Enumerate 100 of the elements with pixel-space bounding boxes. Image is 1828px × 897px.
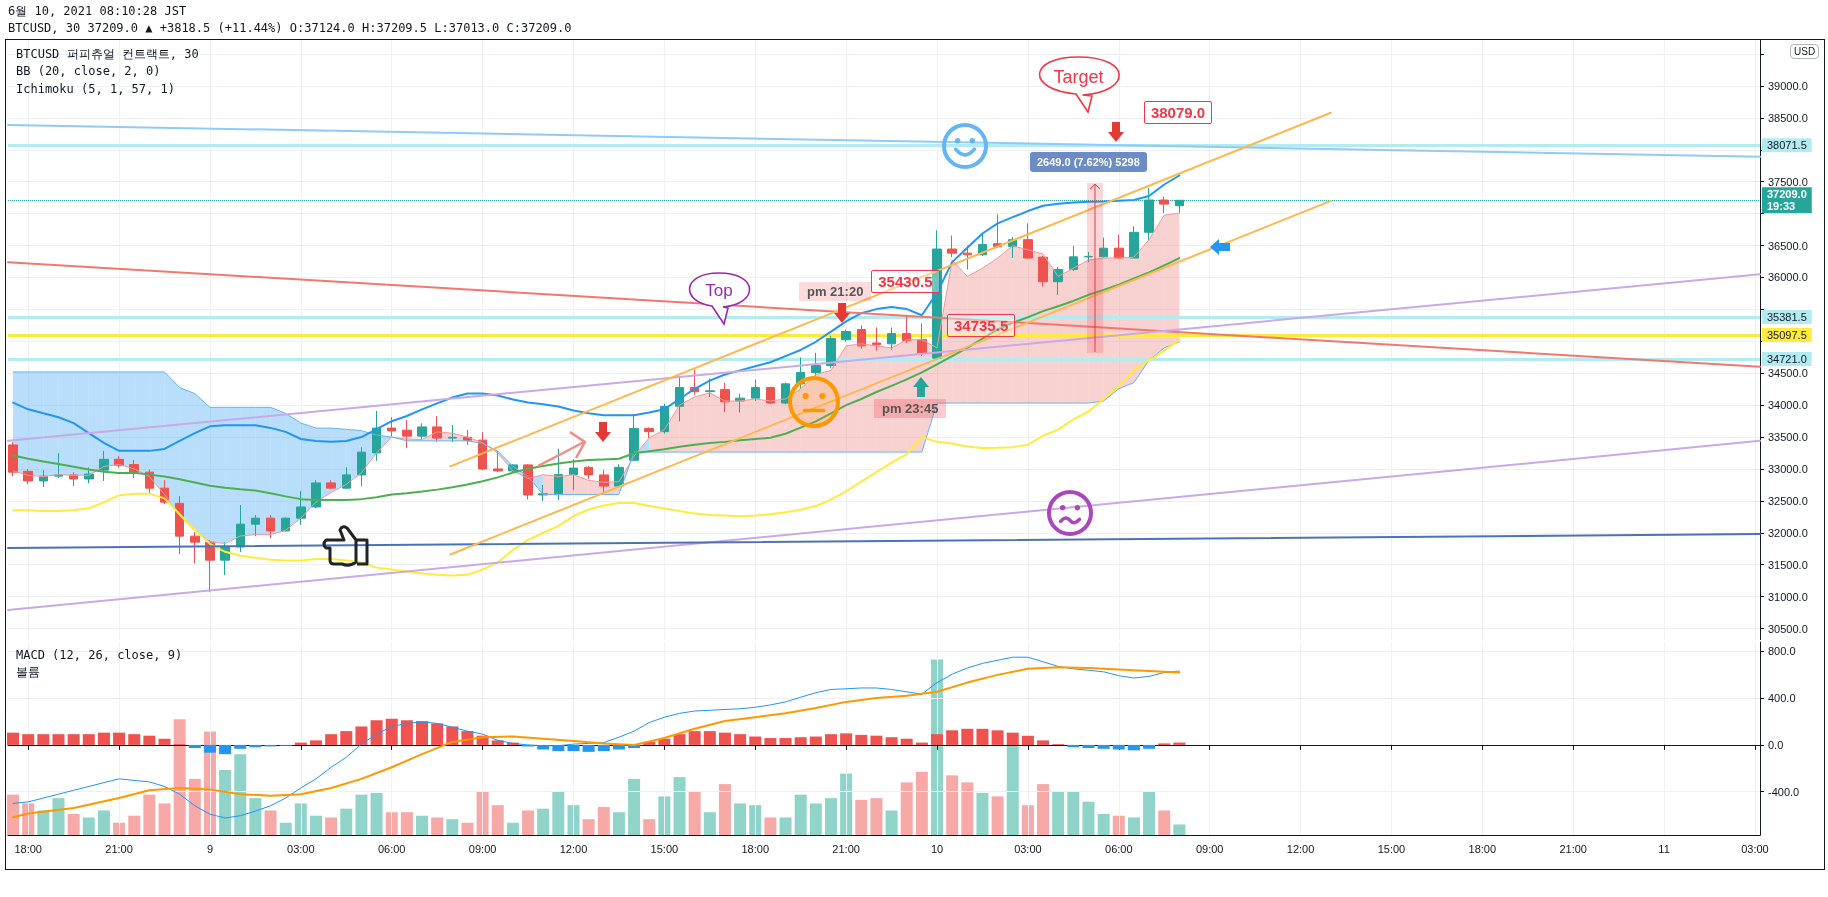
bar [416, 721, 429, 745]
candlestick [554, 448, 563, 501]
bar [991, 796, 1004, 835]
bar [461, 822, 474, 835]
candlestick [841, 329, 851, 343]
bar [219, 770, 232, 835]
bar [128, 815, 141, 835]
bar [734, 734, 747, 745]
bar [82, 734, 95, 745]
candlestick [796, 356, 805, 390]
annotation: Ichimoku (5, 1, 57, 1) [16, 82, 175, 96]
bar [400, 720, 413, 745]
bar [416, 815, 429, 835]
bar [279, 822, 292, 835]
text: MACD (12, 26, close, 9) [16, 648, 183, 662]
bar [158, 803, 171, 835]
bar [870, 735, 883, 745]
bar [1127, 817, 1140, 835]
bar [885, 737, 898, 745]
bar [855, 799, 868, 835]
bar [67, 813, 80, 835]
bar [643, 819, 656, 835]
y-tick-label: 37500.0 [1768, 175, 1808, 188]
candlestick [917, 322, 927, 357]
y-tick-label: 31500.0 [1768, 558, 1808, 571]
bar [794, 737, 807, 745]
bar [385, 812, 398, 835]
bar [491, 805, 504, 835]
candlestick [872, 326, 881, 352]
candlestick [190, 531, 200, 564]
candlestick [766, 386, 775, 405]
annotation: 2649.0 (7.62%) 5298 [1037, 156, 1140, 168]
y-tick-label: 400.0 [1768, 692, 1796, 705]
bar [340, 731, 353, 745]
bar [385, 718, 398, 745]
bar [113, 732, 126, 745]
bar [7, 794, 20, 835]
x-tick-label: 21:00 [832, 842, 860, 855]
bar [249, 798, 262, 835]
bar [294, 803, 307, 835]
candlestick [266, 514, 275, 539]
bar [597, 806, 610, 835]
candlestick [8, 441, 18, 477]
annotation: 38079.0 [1150, 103, 1206, 121]
candlestick [826, 335, 836, 369]
y-tick-label: 32000.0 [1768, 526, 1808, 539]
bar [1097, 744, 1110, 749]
line-series [12, 257, 1181, 501]
x-tick-label: 11 [1658, 842, 1670, 855]
y-tick-label: 31000.0 [1768, 590, 1808, 603]
bar [143, 794, 156, 835]
x-tick-label: 18:00 [741, 842, 770, 855]
bar [567, 744, 580, 752]
candlestick [1038, 255, 1048, 288]
bar [1082, 744, 1095, 748]
x-tick-label: 03:00 [287, 842, 315, 855]
candlestick [357, 446, 366, 487]
candlestick [326, 479, 336, 490]
y-tick-label: 32500.0 [1768, 494, 1808, 507]
bar [325, 817, 338, 835]
bar [203, 744, 216, 753]
x-tick-label: 12:00 [559, 842, 588, 855]
bar [612, 812, 625, 835]
bar [703, 731, 716, 745]
bar [234, 754, 247, 835]
bar [340, 808, 353, 835]
y-tick-label: 0.0 [1768, 738, 1784, 751]
candlestick [402, 419, 412, 449]
line-series [12, 338, 1181, 577]
bar [1173, 824, 1186, 835]
annotation: Target [1053, 66, 1104, 88]
bar [582, 744, 595, 752]
bar [870, 798, 883, 835]
candlestick [296, 490, 306, 526]
candlestick [1023, 222, 1033, 260]
bar [779, 738, 792, 745]
bar [355, 726, 368, 745]
y-tick-label: 39000.0 [1768, 79, 1808, 92]
y-tick-label: 34000.0 [1768, 399, 1808, 412]
x-tick-label: 12:00 [1286, 842, 1315, 855]
candlestick [251, 514, 260, 537]
candlestick [448, 424, 457, 443]
bar [1021, 735, 1034, 745]
bar [37, 734, 50, 745]
bar [446, 819, 459, 835]
bar [915, 771, 928, 835]
bar [961, 782, 974, 835]
bar [749, 805, 762, 835]
candlestick [887, 326, 896, 351]
bar [718, 784, 731, 835]
candlestick [387, 416, 396, 437]
candlestick [811, 352, 821, 377]
annotation: BB (20, close, 2, 0) [16, 64, 161, 78]
bar [931, 734, 944, 745]
ref-line-label: 37209.0 19:33 [1767, 188, 1807, 213]
bar [128, 734, 141, 745]
annotation: pm 21:20 [807, 284, 864, 299]
bar [840, 773, 853, 835]
x-tick-label: 21:00 [105, 842, 133, 855]
bar [234, 744, 247, 749]
